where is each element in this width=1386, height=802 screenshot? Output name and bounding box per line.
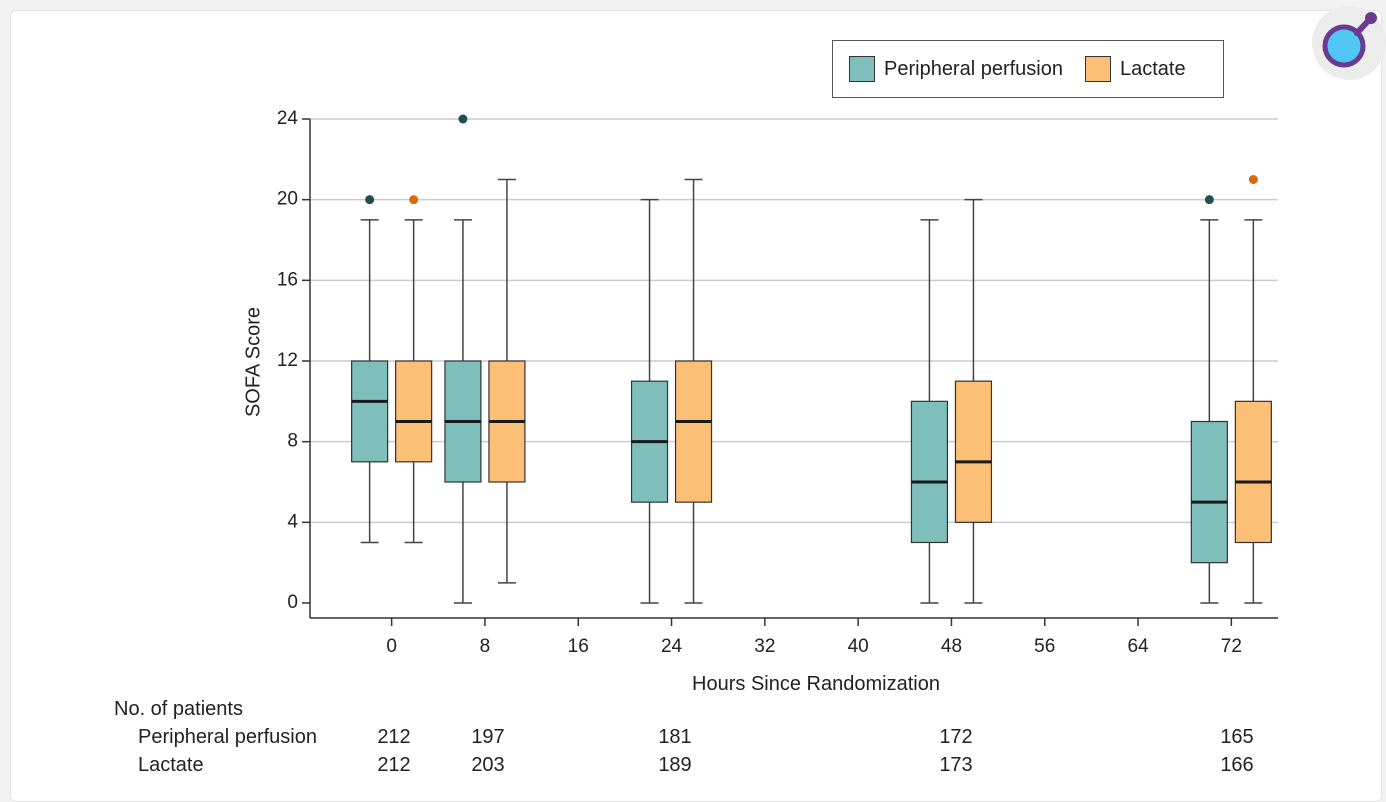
x-tick-label-32: 32 <box>754 636 775 657</box>
box-lactate-8h <box>488 178 526 584</box>
y-tick-label-8: 8 <box>287 431 298 452</box>
iqr-box <box>674 360 713 503</box>
box-lactate-72h <box>1234 175 1272 604</box>
iqr-box <box>351 360 389 463</box>
box-series <box>351 114 1272 604</box>
x-tick-label-56: 56 <box>1034 636 1055 657</box>
box-peripheral-0h <box>351 195 389 544</box>
legend-swatch-lactate <box>1085 56 1111 82</box>
outlier-point <box>1248 175 1258 184</box>
legend-swatch-peripheral <box>849 56 875 82</box>
x-tick-label-0: 0 <box>386 636 397 657</box>
magnifier-icon <box>1322 12 1377 68</box>
y-tick-label-16: 16 <box>277 269 298 290</box>
iqr-box <box>395 360 433 463</box>
y-tick-label-24: 24 <box>277 108 299 129</box>
y-axis-title: SOFA Score <box>242 307 264 417</box>
box-peripheral-8h <box>444 114 482 604</box>
iqr-box <box>1190 420 1228 564</box>
x-axis-title: Hours Since Randomization <box>692 673 940 695</box>
box-lactate-0h <box>395 195 433 544</box>
outlier-point <box>1204 195 1214 205</box>
magnifier-badge[interactable] <box>1312 6 1386 80</box>
x-tick-label-24: 24 <box>661 636 683 657</box>
x-tick-label-8: 8 <box>480 636 491 657</box>
iqr-box <box>910 400 949 544</box>
box-peripheral-48h <box>910 219 949 604</box>
x-tick-label-16: 16 <box>568 636 589 657</box>
x-tick-label-48: 48 <box>941 636 962 657</box>
iqr-box <box>954 380 993 523</box>
legend-label-lactate: Lactate <box>1120 57 1186 80</box>
legend-item-lactate: Lactate <box>1085 56 1186 82</box>
legend-item-peripheral: Peripheral perfusion <box>849 56 1063 82</box>
x-tick-label-72: 72 <box>1221 636 1242 657</box>
x-tick-label-40: 40 <box>848 636 869 657</box>
x-tick-label-64: 64 <box>1127 636 1149 657</box>
outlier-point <box>458 114 468 124</box>
legend: Peripheral perfusion Lactate <box>832 40 1224 98</box>
y-tick-label-20: 20 <box>277 189 298 210</box>
y-tick-label-0: 0 <box>287 592 298 613</box>
y-tick-label-12: 12 <box>277 350 298 371</box>
y-tick-label-4: 4 <box>287 511 298 532</box>
outlier-point <box>365 195 375 205</box>
box-peripheral-72h <box>1190 195 1228 604</box>
grid-lines <box>310 118 1278 524</box>
box-lactate-48h <box>954 198 993 604</box>
box-peripheral-24h <box>630 198 669 604</box>
outlier-point <box>409 195 419 205</box>
legend-label-peripheral: Peripheral perfusion <box>884 57 1063 80</box>
box-lactate-24h <box>674 178 713 604</box>
iqr-box <box>1234 400 1272 544</box>
